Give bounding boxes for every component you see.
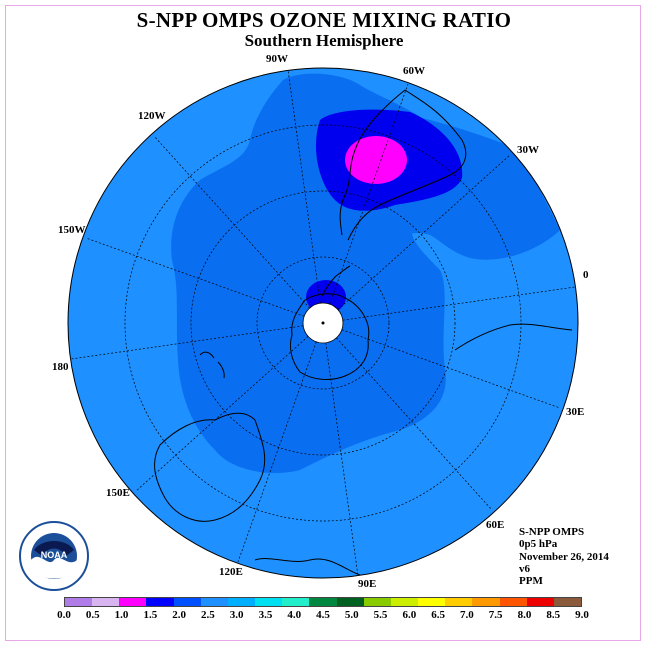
colorbar-tick-label: 6.0 [402,609,417,621]
lat-circle-50s [190,190,456,456]
lon-label-150e: 150E [106,487,130,499]
noaa-logo-icon: NOAA [19,521,89,591]
colorbar-swatch [65,598,93,606]
colorbar-tick-label: 5.5 [373,609,388,621]
antarctica-coast [289,293,370,380]
lat-circle-70s [256,256,390,390]
meridian-90e [322,322,359,577]
meridian-90w [287,69,324,324]
logo-text: NOAA [41,550,68,560]
antarctic-peninsula [321,265,351,297]
lon-label-30w: 30W [517,144,539,156]
lon-label-180: 180 [52,361,69,373]
colorbar-swatch [282,598,310,606]
colorbar-swatch [336,598,364,606]
colorbar-swatch [146,598,174,606]
meridian-0 [322,286,576,324]
colorbar-swatch [526,598,554,606]
new-zealand-coast [199,351,225,379]
africa-coast [454,323,573,351]
colorbar-tick-label: 1.0 [114,609,129,621]
colorbar-tick-label: 2.0 [172,609,186,621]
meridian-150e [135,322,324,492]
colorbar-swatch [119,598,147,606]
info-instrument: S-NPP OMPS [519,526,585,538]
colorbar-swatch [472,598,500,606]
colorbar-tick-label: 7.5 [488,609,503,621]
field-1p0-1p5 [345,136,407,184]
meridian-30e [322,322,561,409]
colorbar [64,597,582,607]
colorbar-tick-label: 1.5 [143,609,158,621]
info-date: November 26, 2014 [519,550,609,563]
colorbar-swatch [390,598,419,606]
lon-label-90w: 90W [266,53,288,65]
page-subtitle: Southern Hemisphere [244,31,404,50]
colorbar-tick-label: 5.0 [344,609,359,621]
colorbar-swatch [200,598,228,606]
lon-label-90e: 90E [358,578,376,590]
info-block: S-NPP OMPS 0p5 hPa November 26, 2014 v6 … [519,526,609,587]
lon-label-120w: 120W [138,110,166,122]
lon-label-60e: 60E [486,519,504,531]
colorbar-tick-label: 3.5 [258,609,273,621]
lon-label-30e: 30E [566,406,584,418]
coastlines [154,89,573,576]
lat-circle-30s [124,124,522,522]
lon-label-150w: 150W [58,224,86,236]
colorbar-swatch [445,598,473,606]
lon-label-60w: 60W [403,65,425,77]
meridian-30w [322,154,511,324]
colorbar-tick-label: 7.0 [460,609,474,621]
page-title: S-NPP OMPS OZONE MIXING RATIO [136,8,512,32]
colorbar-tick-label: 6.5 [431,609,445,621]
colorbar-tick-label: 0.5 [85,609,100,621]
colorbar-swatch [227,598,256,606]
colorbar-tick-label: 4.5 [316,609,330,621]
meridians [70,69,576,577]
colorbar-tick-label: 4.0 [287,609,302,621]
meridian-180 [70,322,324,360]
colorbar-swatch [499,598,527,606]
info-version: v6 [519,562,530,575]
lon-label-0: 0 [583,269,589,281]
colorbar-swatch [255,598,283,606]
colorbar-ticks: 0.0 0.5 1.0 1.5 2.0 2.5 3.0 3.5 4.0 4.5 5.0 5.5 6.0 6… [0,609,648,623]
colorbar-swatch [92,598,120,606]
colorbar-swatch [363,598,391,606]
meridian-150w [85,237,324,324]
colorbar-swatch [418,598,446,606]
lon-label-120e: 120E [219,566,243,578]
colorbar-tick-label: 3.0 [229,609,244,621]
colorbar-swatch [553,598,581,606]
latitude-circles [124,124,522,522]
colorbar-tick-label: 0.0 [57,609,71,621]
south-america-coast [339,89,467,241]
figure-frame [5,5,641,641]
info-units: PPM [519,575,543,588]
colorbar-swatch [173,598,201,606]
colorbar-tick-label: 9.0 [575,609,589,621]
colorbar-tick-label: 2.5 [201,609,215,621]
map-boundary [67,67,579,579]
southeast-asia-coast [254,558,361,576]
colorbar-swatch [309,598,337,606]
south-pole-marker [321,321,325,325]
colorbar-tick-label: 8.5 [546,609,561,621]
colorbar-tick-label: 8.0 [517,609,532,621]
info-level: 0p5 hPa [519,538,558,551]
